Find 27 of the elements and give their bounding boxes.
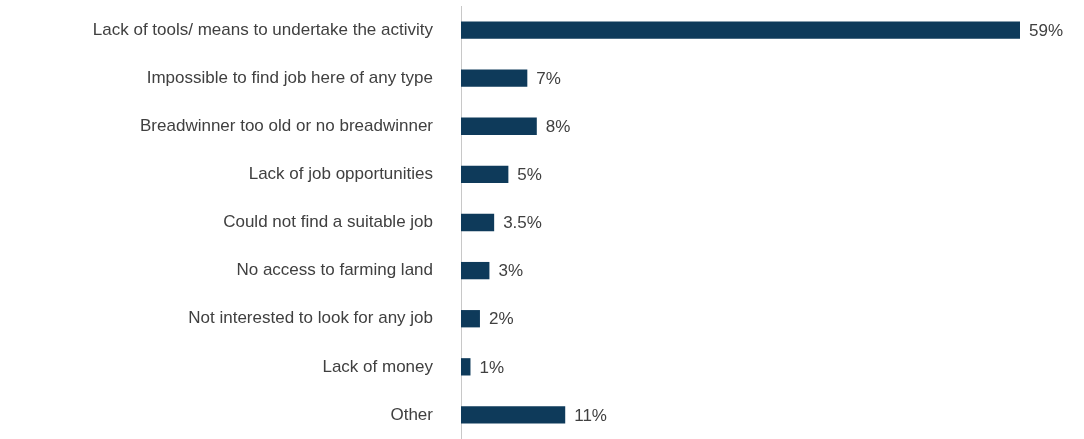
bar — [461, 213, 495, 232]
data-label: 3% — [498, 261, 523, 281]
y-tick-label: Breadwinner too old or no breadwinner — [140, 115, 434, 135]
y-tick-label: Lack of money — [322, 356, 434, 376]
bar — [461, 406, 566, 424]
data-label: 3.5% — [503, 213, 542, 233]
y-tick-label: Could not find a suitable job — [223, 212, 433, 232]
data-label: 7% — [536, 68, 561, 88]
bar — [461, 165, 509, 184]
bar — [461, 261, 490, 280]
y-tick-label: Not interested to look for any job — [188, 308, 433, 328]
data-label: 5% — [517, 165, 542, 185]
y-tick-label: Lack of tools/ means to undertake the activity — [92, 19, 434, 39]
data-label: 8% — [545, 116, 571, 136]
bar — [461, 69, 528, 87]
bar — [461, 358, 471, 376]
data-label: 11% — [574, 405, 607, 425]
y-tick-label: Other — [390, 404, 434, 424]
data-label: 2% — [488, 309, 514, 329]
bar — [461, 117, 537, 135]
bar — [461, 21, 1020, 39]
y-tick-label: Lack of job opportunities — [248, 164, 433, 184]
bar — [461, 310, 480, 328]
data-label: 59% — [1029, 20, 1064, 40]
y-tick-label: Impossible to find job here of any type — [146, 67, 433, 87]
data-label: 1% — [479, 357, 505, 377]
y-tick-label: No access to farming land — [236, 260, 433, 280]
